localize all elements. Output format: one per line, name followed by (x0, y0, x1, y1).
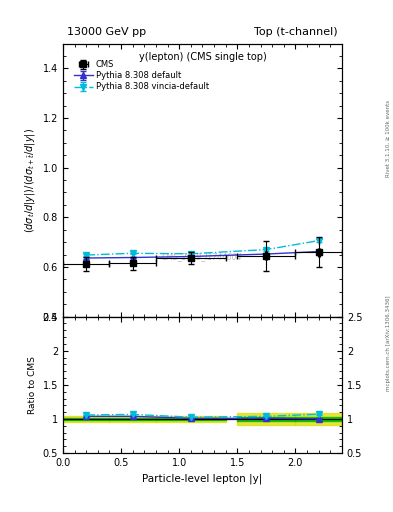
Text: mcplots.cern.ch [arXiv:1306.3436]: mcplots.cern.ch [arXiv:1306.3436] (386, 295, 391, 391)
Y-axis label: $(d\sigma_t/d|y|)/(d\sigma_{t+\bar{t}}/d|y|)$: $(d\sigma_t/d|y|)/(d\sigma_{t+\bar{t}}/d… (23, 127, 37, 232)
Legend: CMS, Pythia 8.308 default, Pythia 8.308 vincia-default: CMS, Pythia 8.308 default, Pythia 8.308 … (73, 58, 211, 93)
Text: 13000 GeV pp: 13000 GeV pp (67, 27, 146, 37)
Y-axis label: Ratio to CMS: Ratio to CMS (28, 356, 37, 414)
Text: Top (t-channel): Top (t-channel) (254, 27, 338, 37)
Text: y(lepton) (CMS single top): y(lepton) (CMS single top) (138, 52, 266, 62)
Text: Rivet 3.1.10, ≥ 100k events: Rivet 3.1.10, ≥ 100k events (386, 100, 391, 177)
Text: CMS_2019_I1744604: CMS_2019_I1744604 (162, 252, 242, 261)
X-axis label: Particle-level lepton |y|: Particle-level lepton |y| (142, 474, 263, 484)
